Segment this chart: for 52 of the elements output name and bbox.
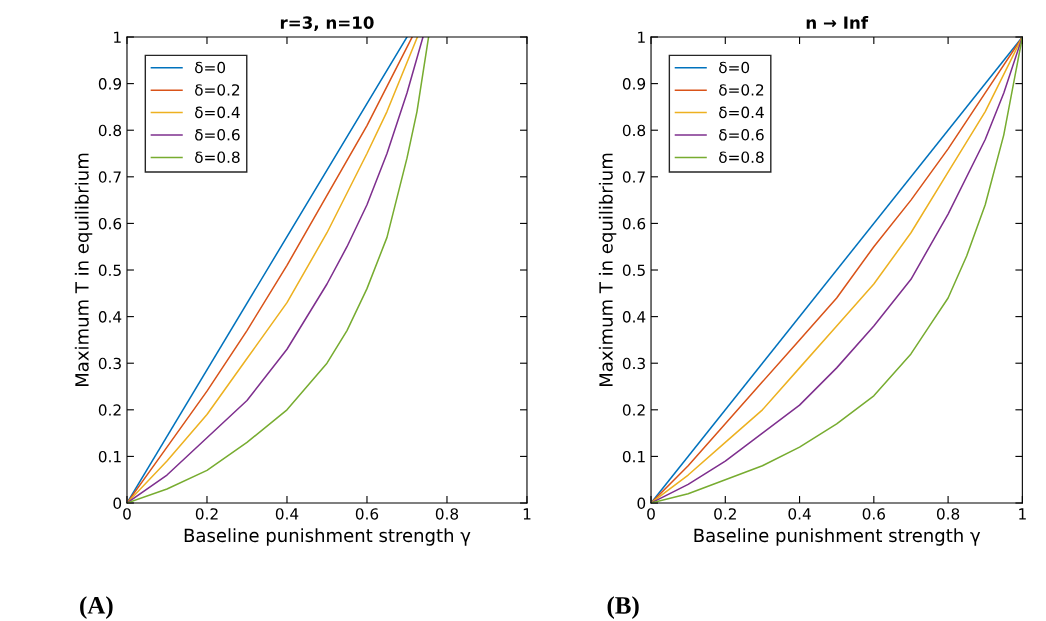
y-tick-label: 0.5 [98, 264, 121, 277]
legend-label: δ=0.2 [195, 84, 240, 96]
x-tick-label: 0.4 [788, 508, 811, 520]
x-tick-label: 0 [123, 508, 131, 520]
legend-label: δ=0.4 [195, 106, 240, 119]
legend-label: δ=0.4 [719, 106, 764, 119]
y-tick-label: 0.9 [622, 78, 646, 90]
legend-label: δ=0 [195, 61, 226, 74]
y-tick-label: 0.7 [622, 171, 645, 183]
x-tick-label: 0.6 [862, 508, 886, 520]
legend-label: δ=0.6 [719, 129, 764, 141]
y-tick-label: 0.1 [98, 450, 121, 463]
y-tick-label: 0.1 [622, 450, 645, 463]
legend-label: δ=0.2 [719, 84, 764, 96]
y-tick-label: 0 [637, 497, 646, 510]
x-tick-label: 0.8 [435, 508, 459, 520]
x-tick-label: 1 [1019, 508, 1026, 520]
x-tick-label: 0.4 [275, 508, 299, 520]
x-tick-label: 0.8 [936, 508, 960, 520]
x-tick-label: 0.2 [195, 508, 218, 520]
chart-title: n → Inf [806, 16, 869, 29]
y-tick-label: 0.8 [622, 124, 646, 137]
x-tick-label: 1 [523, 508, 531, 520]
y-tick-label: 0.2 [98, 404, 121, 416]
text: (B) [607, 596, 639, 619]
y-axis-title: Maximum T in equilibrium [74, 153, 93, 387]
x-tick-label: 0 [647, 508, 655, 520]
y-tick-label: 0.4 [622, 311, 646, 323]
y-tick-label: 0.9 [98, 78, 122, 90]
legend-label: δ=0.8 [195, 151, 240, 163]
chart-title: r=3, n=10 [280, 16, 374, 32]
legend-label: δ=0 [719, 61, 750, 74]
x-tick-label: 0.2 [714, 508, 736, 520]
x-axis-title: Baseline punishment strength γ [184, 528, 471, 546]
y-tick-label: 0.2 [622, 404, 645, 416]
y-axis-title: Maximum T in equilibrium [598, 153, 617, 387]
x-axis-title: Baseline punishment strength γ [694, 528, 981, 546]
text: (A) [80, 596, 113, 619]
y-tick-label: 0.4 [98, 311, 122, 323]
y-tick-label: 0.8 [98, 124, 122, 137]
y-tick-label: 0.3 [622, 357, 645, 370]
y-tick-label: 0.5 [622, 264, 645, 277]
y-tick-label: 0 [113, 497, 122, 510]
y-tick-label: 0.6 [622, 217, 646, 230]
x-tick-label: 0.6 [355, 508, 379, 520]
y-tick-label: 0.6 [98, 217, 122, 230]
legend-label: δ=0.8 [719, 151, 764, 163]
y-tick-label: 0.3 [98, 357, 121, 370]
y-tick-label: 1 [638, 31, 645, 43]
y-tick-label: 1 [114, 31, 121, 43]
legend-label: δ=0.6 [195, 129, 240, 141]
y-tick-label: 0.7 [98, 171, 121, 183]
